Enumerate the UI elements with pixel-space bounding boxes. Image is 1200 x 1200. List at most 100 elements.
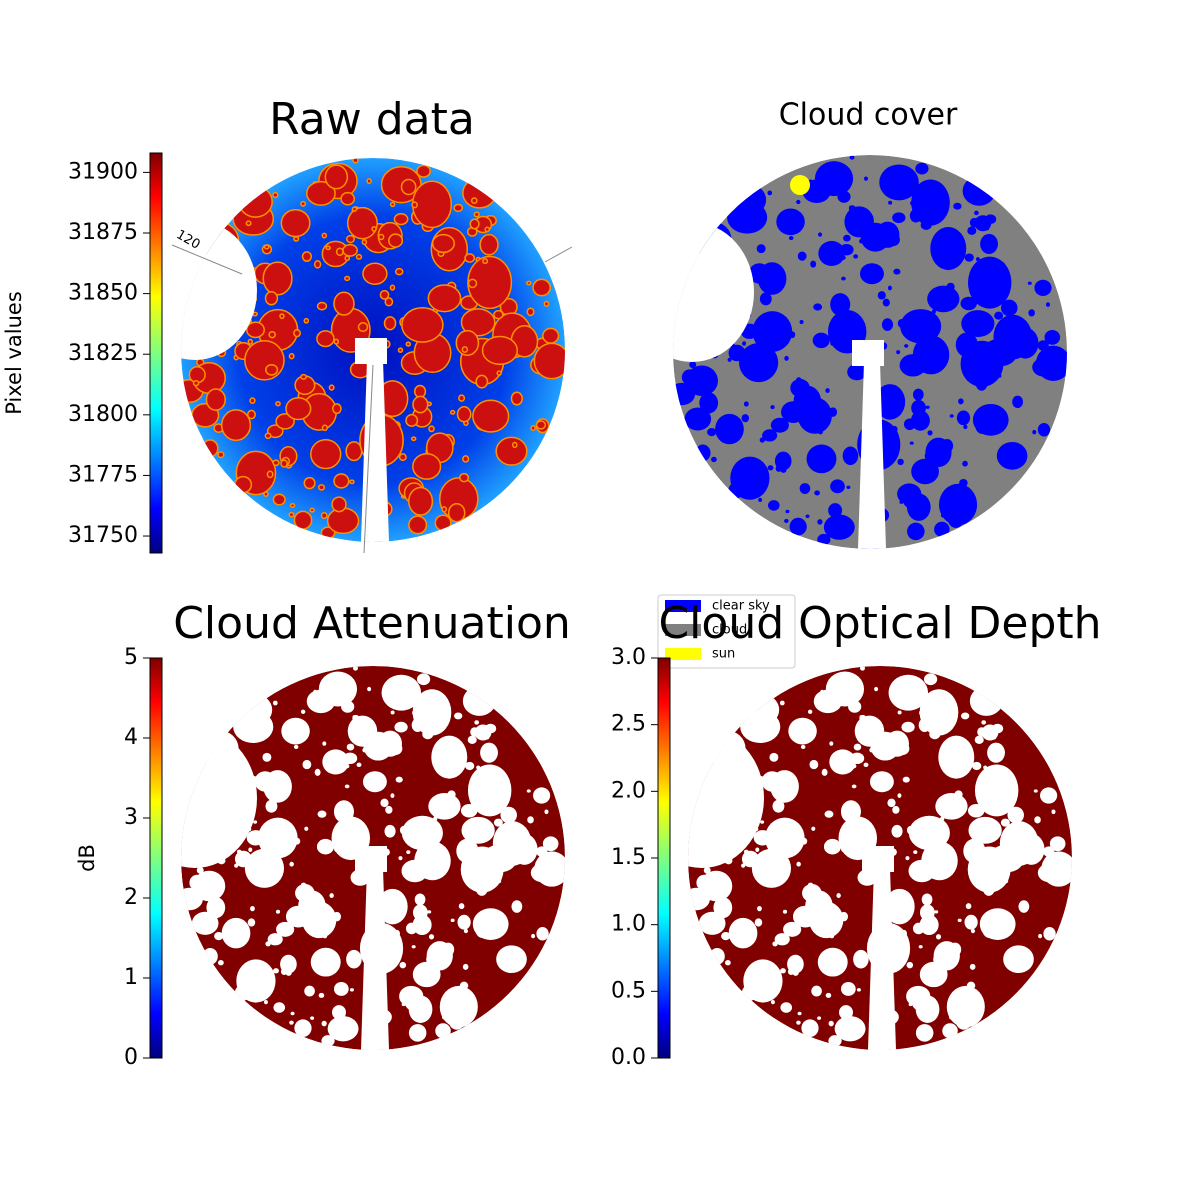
blob — [956, 410, 971, 426]
blob — [959, 478, 968, 487]
blob — [467, 764, 512, 817]
blob — [1012, 327, 1039, 359]
blob — [790, 378, 810, 398]
blob — [805, 514, 810, 519]
blob — [972, 761, 982, 771]
blob — [967, 226, 977, 235]
blob — [844, 206, 874, 238]
blob — [252, 311, 258, 317]
blob — [234, 475, 253, 494]
blob — [695, 444, 711, 462]
blob — [1045, 302, 1051, 307]
blob — [783, 921, 802, 937]
blob — [389, 284, 396, 291]
blob — [884, 888, 915, 925]
blob — [912, 335, 950, 375]
blob — [809, 759, 819, 770]
blob — [1028, 309, 1035, 317]
blob — [341, 700, 355, 713]
blob — [859, 715, 864, 720]
blob — [410, 436, 417, 442]
blob — [829, 741, 834, 746]
blob — [1018, 900, 1030, 913]
blob — [1003, 945, 1034, 974]
blob — [839, 1005, 853, 1020]
blob — [295, 883, 315, 903]
blob — [320, 512, 328, 520]
blob — [344, 275, 351, 282]
blob — [908, 815, 950, 851]
blob — [377, 233, 385, 241]
blob — [818, 232, 823, 237]
blob — [848, 205, 854, 210]
blob — [332, 1005, 346, 1020]
blob — [982, 258, 988, 264]
blob — [384, 824, 396, 838]
blob — [1004, 879, 1009, 884]
blob — [293, 236, 300, 242]
blob — [318, 992, 325, 998]
blob — [511, 900, 523, 913]
blob — [264, 291, 279, 306]
blob — [770, 999, 775, 1005]
blob — [763, 333, 770, 340]
blob — [1000, 299, 1018, 317]
blob — [797, 397, 832, 434]
blob — [915, 995, 940, 1023]
blob — [903, 418, 916, 431]
blob — [933, 941, 960, 971]
blob — [543, 300, 550, 307]
blob — [306, 689, 336, 714]
blob — [257, 817, 298, 859]
colorbar — [149, 152, 163, 554]
blob — [772, 941, 778, 947]
blob — [817, 947, 848, 977]
blob — [313, 260, 322, 269]
blob — [912, 922, 925, 935]
blob — [832, 673, 855, 697]
blob — [405, 922, 418, 935]
blob — [414, 841, 451, 881]
blob — [439, 985, 478, 1028]
blob — [789, 517, 807, 536]
blob — [724, 960, 731, 966]
blob — [412, 395, 429, 414]
blob — [394, 267, 404, 276]
blob — [427, 284, 462, 313]
blob — [470, 727, 479, 737]
blob — [217, 451, 225, 459]
blob — [462, 455, 470, 463]
blob — [885, 742, 891, 748]
blob — [1033, 789, 1038, 793]
blob — [770, 405, 775, 410]
blob — [910, 410, 930, 431]
blob — [412, 710, 418, 716]
blob — [974, 735, 984, 745]
blob — [526, 789, 531, 793]
blob — [780, 968, 786, 974]
blob — [911, 179, 950, 226]
blob — [947, 509, 964, 528]
blob — [913, 850, 918, 854]
blob — [713, 897, 733, 919]
blob — [758, 244, 764, 249]
blob — [1027, 281, 1032, 285]
blob — [544, 809, 549, 815]
blob — [411, 945, 416, 949]
blob — [266, 470, 274, 479]
blob — [971, 196, 977, 202]
blob — [1032, 429, 1037, 435]
blob — [759, 292, 772, 306]
blob — [753, 729, 758, 734]
blob — [389, 201, 396, 208]
blob — [530, 425, 536, 432]
blob — [817, 1016, 822, 1020]
blob — [784, 355, 789, 361]
blob — [760, 367, 772, 378]
blob — [388, 742, 403, 756]
blob — [346, 206, 378, 240]
blob — [772, 872, 785, 883]
blob — [426, 941, 453, 971]
blob — [811, 985, 822, 997]
